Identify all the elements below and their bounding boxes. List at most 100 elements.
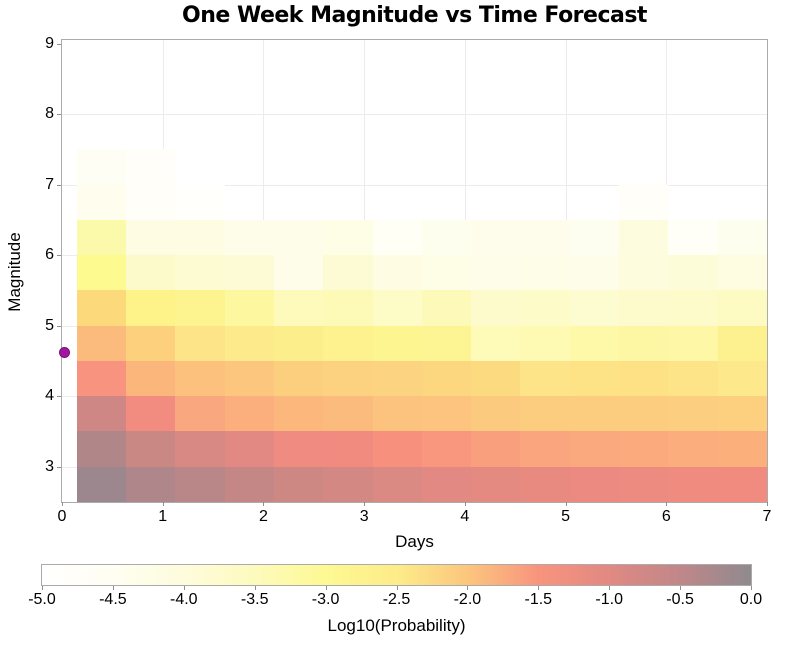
heatmap-cell [323, 220, 373, 255]
y-tick [57, 396, 61, 397]
heatmap-cell [274, 361, 323, 396]
colorbar-tick-label: -3.5 [240, 591, 269, 608]
heatmap-cell [570, 326, 619, 361]
heatmap-cell [471, 220, 520, 255]
heatmap-cell [570, 467, 619, 502]
colorbar-tick-label: -1.0 [595, 591, 623, 608]
heatmap-cell [175, 326, 225, 361]
y-gridline [62, 185, 767, 186]
heatmap-cell [175, 290, 225, 326]
heatmap-cell [77, 431, 126, 467]
y-tick [57, 44, 61, 45]
colorbar-tick [397, 586, 398, 590]
colorbar-tick-label: -4.0 [170, 591, 198, 608]
heatmap-cell [126, 361, 175, 396]
heatmap-cell [126, 149, 175, 185]
x-tick-label: 2 [258, 508, 268, 525]
x-tick-label: 7 [762, 508, 772, 525]
heatmap-cell [668, 255, 718, 290]
heatmap-cell [471, 431, 520, 467]
y-tick-label: 4 [45, 387, 54, 405]
heatmap-cell [175, 185, 225, 220]
heatmap-cell [570, 220, 619, 255]
heatmap-cell [126, 431, 175, 467]
heatmap-cell [373, 326, 422, 361]
heatmap-cell [175, 467, 225, 502]
heatmap-cell [126, 467, 175, 502]
heatmap-cell [126, 220, 175, 255]
heatmap-cell [422, 467, 471, 502]
y-tick-label: 6 [45, 246, 54, 264]
heatmap-cell [126, 255, 175, 290]
heatmap-cell [175, 431, 225, 467]
colorbar-tick-label: -4.5 [99, 591, 127, 608]
heatmap-cell [471, 255, 520, 290]
heatmap-cell [718, 396, 767, 431]
x-tick [566, 502, 567, 506]
heatmap-cell [619, 185, 668, 220]
heatmap-cell [520, 361, 570, 396]
heatmap-cell [126, 396, 175, 431]
heatmap-cell [422, 431, 471, 467]
x-tick [263, 502, 264, 506]
heatmap-cell [225, 396, 274, 431]
heatmap-cell [175, 255, 225, 290]
colorbar-tick [255, 586, 256, 590]
heatmap-cell [668, 361, 718, 396]
heatmap-cell [471, 396, 520, 431]
heatmap-cell [225, 290, 274, 326]
heatmap-cell [175, 361, 225, 396]
heatmap-cell [373, 255, 422, 290]
heatmap-cell [274, 220, 323, 255]
heatmap-cell [718, 361, 767, 396]
heatmap-cell [274, 396, 323, 431]
y-tick [57, 326, 61, 327]
x-tick-label: 4 [460, 508, 470, 525]
colorbar-label: Log10(Probability) [327, 616, 466, 635]
heatmap-cell [718, 467, 767, 502]
y-tick-label: 7 [45, 175, 54, 193]
plot-area [58, 39, 768, 503]
colorbar-tick [467, 586, 468, 590]
heatmap-cell [225, 326, 274, 361]
heatmap-cell [323, 396, 373, 431]
y-tick [57, 467, 61, 468]
heatmap-cell [274, 255, 323, 290]
heatmap-cell [126, 185, 175, 220]
y-tick [57, 114, 61, 115]
heatmap-cell [373, 431, 422, 467]
heatmap-cell [668, 290, 718, 326]
heatmap-cell [323, 361, 373, 396]
heatmap-cell [274, 290, 323, 326]
colorbar-tick [609, 586, 610, 590]
heatmap-cell [323, 255, 373, 290]
heatmap-cell [668, 467, 718, 502]
y-tick-label: 3 [45, 457, 54, 475]
heatmap-cell [619, 326, 668, 361]
heatmap-cell [225, 467, 274, 502]
heatmap-cell [274, 467, 323, 502]
x-tick-label: 6 [661, 508, 671, 525]
heatmap-cell [718, 290, 767, 326]
heatmap-cell [323, 431, 373, 467]
heatmap-cell [718, 220, 767, 255]
heatmap-cell [77, 361, 126, 396]
heatmap-cell [471, 361, 520, 396]
heatmap-cell [668, 220, 718, 255]
heatmap-cell [668, 396, 718, 431]
heatmap-cell [668, 326, 718, 361]
heatmap-cell [619, 220, 668, 255]
x-tick-label: 0 [57, 508, 67, 525]
y-tick-label: 5 [45, 316, 54, 334]
heatmap-cell [422, 396, 471, 431]
heatmap-cell [668, 431, 718, 467]
colorbar-tick [751, 586, 752, 590]
chart-title: One Week Magnitude vs Time Forecast [182, 3, 647, 28]
colorbar-tick-label: -5.0 [28, 591, 56, 608]
x-tick-label: 5 [561, 508, 571, 525]
colorbar-tick [113, 586, 114, 590]
heatmap-cell [225, 431, 274, 467]
heatmap-cell [77, 467, 126, 502]
heatmap-cell [619, 361, 668, 396]
colorbar [41, 564, 752, 586]
